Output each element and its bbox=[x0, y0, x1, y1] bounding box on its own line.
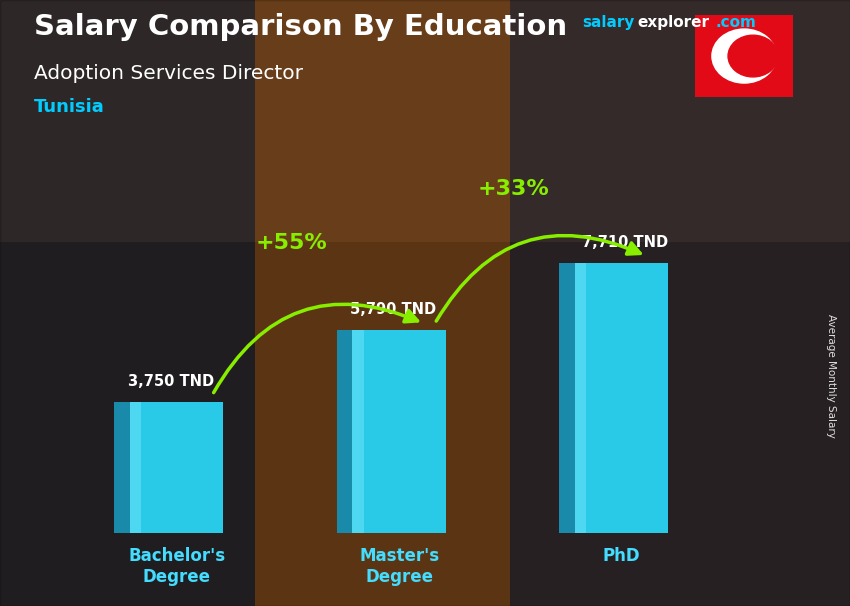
Polygon shape bbox=[750, 44, 776, 68]
Text: +33%: +33% bbox=[478, 179, 550, 199]
Polygon shape bbox=[353, 330, 364, 533]
Polygon shape bbox=[130, 402, 141, 533]
Circle shape bbox=[712, 29, 776, 83]
Polygon shape bbox=[559, 263, 575, 533]
FancyBboxPatch shape bbox=[130, 402, 224, 533]
FancyBboxPatch shape bbox=[353, 330, 446, 533]
FancyBboxPatch shape bbox=[575, 263, 668, 533]
Polygon shape bbox=[115, 402, 130, 533]
Text: .com: .com bbox=[716, 15, 756, 30]
Text: Adoption Services Director: Adoption Services Director bbox=[34, 64, 303, 82]
Text: explorer: explorer bbox=[638, 15, 710, 30]
Polygon shape bbox=[575, 263, 586, 533]
Text: Salary Comparison By Education: Salary Comparison By Education bbox=[34, 13, 567, 41]
Text: +55%: +55% bbox=[255, 233, 327, 253]
Text: salary: salary bbox=[582, 15, 635, 30]
Text: Average Monthly Salary: Average Monthly Salary bbox=[826, 314, 836, 438]
Circle shape bbox=[728, 35, 778, 77]
Text: 5,790 TND: 5,790 TND bbox=[350, 302, 436, 318]
Text: 3,750 TND: 3,750 TND bbox=[128, 374, 214, 389]
Text: Tunisia: Tunisia bbox=[34, 98, 105, 116]
Polygon shape bbox=[337, 330, 353, 533]
Text: 7,710 TND: 7,710 TND bbox=[581, 235, 668, 250]
